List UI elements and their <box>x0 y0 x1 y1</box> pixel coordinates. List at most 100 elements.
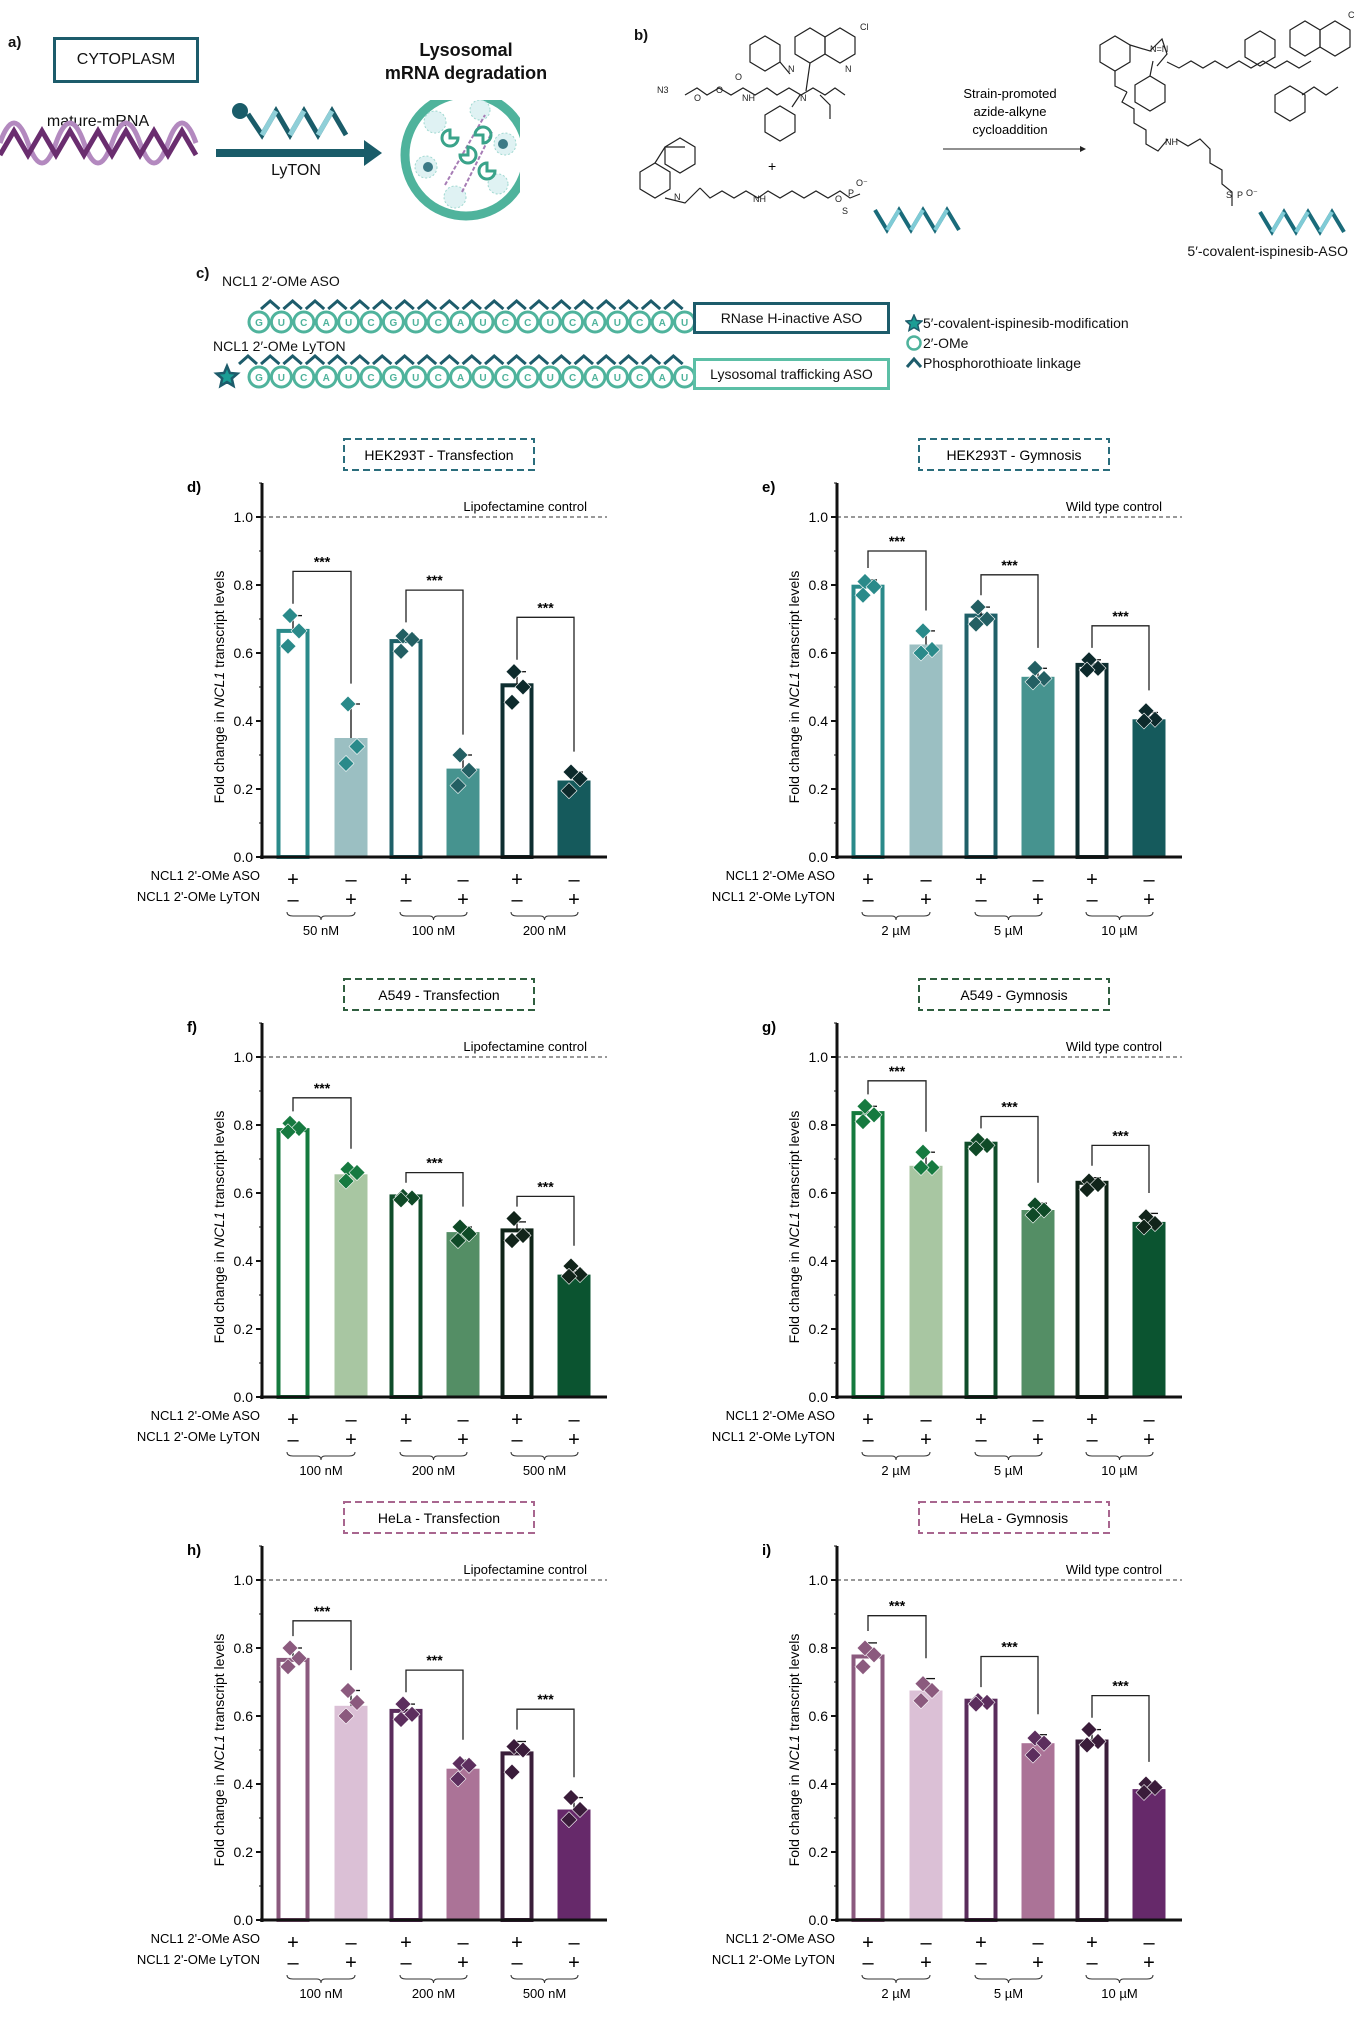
atom-n3: N3 <box>657 85 669 95</box>
reference-label: Wild type control <box>1066 1562 1162 1577</box>
mrna-helix-icon <box>0 120 199 166</box>
nucleotide-circle <box>538 365 562 389</box>
significance-bracket <box>516 1708 575 1778</box>
lysosome-icon <box>400 100 520 221</box>
arrow-icon <box>216 140 382 166</box>
chart-title: HeLa - Gymnosis <box>960 1510 1068 1526</box>
lyton-sign: – <box>1086 889 1098 911</box>
lyton-sign: + <box>920 1429 932 1451</box>
data-point-diamond <box>460 1756 478 1774</box>
data-point-diamond <box>348 738 366 755</box>
nucleotide-letter: C <box>502 373 509 384</box>
bar-aso <box>276 1128 310 1399</box>
group-label: 2 µM <box>881 1463 910 1478</box>
reference-label: Lipofectamine control <box>463 1039 587 1054</box>
lyton-sign: + <box>345 889 357 911</box>
bar-aso <box>1075 1180 1109 1399</box>
nucleotide-letter: G <box>255 318 263 329</box>
phosphorothioate-linkage-icon <box>282 354 303 366</box>
product-aso-helix-icon <box>1258 208 1346 236</box>
data-point-diamond <box>337 1707 355 1725</box>
group-label: 200 nM <box>412 1986 455 2001</box>
phosphorothioate-linkage-icon <box>551 299 572 311</box>
reference-label: Wild type control <box>1066 499 1162 514</box>
chart-svg: HEK293T - Transfection d) Fold change in N… <box>137 438 607 938</box>
product-structure <box>1099 20 1351 206</box>
data-point-diamond <box>451 746 469 764</box>
atom-nn: N=N <box>1150 44 1168 54</box>
phosphorothioate-linkage-icon <box>416 299 438 311</box>
data-point-diamond <box>279 1123 297 1141</box>
nucleotide-letter: U <box>345 373 352 384</box>
data-point-diamond <box>865 1106 883 1124</box>
circle-icon <box>906 335 922 351</box>
phosphorothioate-linkage-icon <box>461 354 482 366</box>
chart-a549-gymnosis: A549 - Gymnosis g) Fold change in NCL1 tra… <box>675 970 1255 1490</box>
panel-letter: f) <box>187 1019 197 1036</box>
aso-sign: + <box>400 1409 412 1431</box>
y-axis-label: Fold change in NCL1 transcript levels <box>786 1111 802 1344</box>
reference-label: Wild type control <box>1066 1039 1162 1054</box>
lyton-sign: + <box>568 889 580 911</box>
nucleotide-circle <box>247 365 271 389</box>
y-axis-label-part: Fold change in <box>786 1771 802 1867</box>
atom-p: P <box>848 188 854 198</box>
nucleotide-circle <box>381 365 405 389</box>
chart-title: A549 - Transfection <box>378 987 499 1003</box>
row-label-aso: NCL1 2'-OMe ASO <box>726 868 835 883</box>
data-point-diamond <box>560 782 578 800</box>
phosphorothioate-linkage-icon <box>484 354 505 366</box>
phosphorothioate-linkage-icon <box>327 354 348 366</box>
cytoplasm-label: CYTOPLASM <box>76 51 176 68</box>
nucleotide-letter: C <box>435 318 442 329</box>
data-point-diamond <box>1024 1206 1042 1224</box>
nucleotide-circle <box>628 310 652 334</box>
bar-lyton <box>334 1705 368 1920</box>
chart-title: HEK293T - Transfection <box>364 447 513 463</box>
data-point-diamond <box>571 1266 589 1284</box>
aso-sign: – <box>345 869 357 891</box>
data-point-diamond <box>1080 1721 1098 1739</box>
significance-bracket <box>867 550 927 611</box>
chart-hek293t-gymnosis: HEK293T - Gymnosis e) Fold change in NCL1 … <box>675 430 1255 950</box>
chevron-icon <box>905 356 923 368</box>
data-point-diamond <box>914 622 932 640</box>
data-point-diamond <box>503 693 521 711</box>
group-brace <box>286 1974 356 1984</box>
ispinesib-star-icon <box>213 362 241 389</box>
significance-label: *** <box>1001 1099 1018 1115</box>
plus-sign: + <box>768 158 776 174</box>
bar-lyton <box>1021 1210 1055 1397</box>
nucleotide-letter: C <box>435 373 442 384</box>
legend-text: Phosphorothioate linkage <box>923 355 1082 371</box>
atom-o: O <box>835 194 842 204</box>
data-point-diamond <box>449 1232 467 1250</box>
nucleotide-circle <box>650 310 674 334</box>
group-label: 2 µM <box>881 1986 910 2001</box>
y-axis-label-part: transcript levels <box>786 1634 802 1735</box>
bar-aso <box>964 613 998 859</box>
significance-bracket <box>516 616 575 752</box>
nucleotide-letter: C <box>300 373 307 384</box>
aso-helix-icon <box>873 206 961 234</box>
y-tick-label: 1.0 <box>809 1049 829 1065</box>
nucleotide-letter: U <box>479 318 486 329</box>
significance-label: *** <box>1112 1127 1129 1143</box>
data-point-diamond <box>1135 1784 1153 1801</box>
bar-lyton <box>446 1768 480 1920</box>
data-point-diamond <box>1135 712 1153 730</box>
atom-labels: N3 O O O NH N Cl N N N NH O P O⁻ S <box>657 22 869 216</box>
group-brace <box>510 911 579 921</box>
phosphorothioate-linkage-icon <box>573 299 594 311</box>
row-label-lyton: NCL1 2'-OMe LyTON <box>137 889 260 904</box>
significance-label: *** <box>426 1652 443 1668</box>
lyton-sign: – <box>287 889 299 911</box>
bar-lyton <box>1132 1221 1166 1397</box>
bar-aso <box>500 1751 534 1922</box>
y-tick-label: 0.4 <box>234 1253 254 1269</box>
group-brace <box>1085 1974 1154 1984</box>
y-tick-label: 0.0 <box>809 849 829 865</box>
nucleotide-letter: U <box>614 318 621 329</box>
group-brace <box>974 1974 1043 1984</box>
y-axis-label-part: Fold change in <box>786 708 802 804</box>
